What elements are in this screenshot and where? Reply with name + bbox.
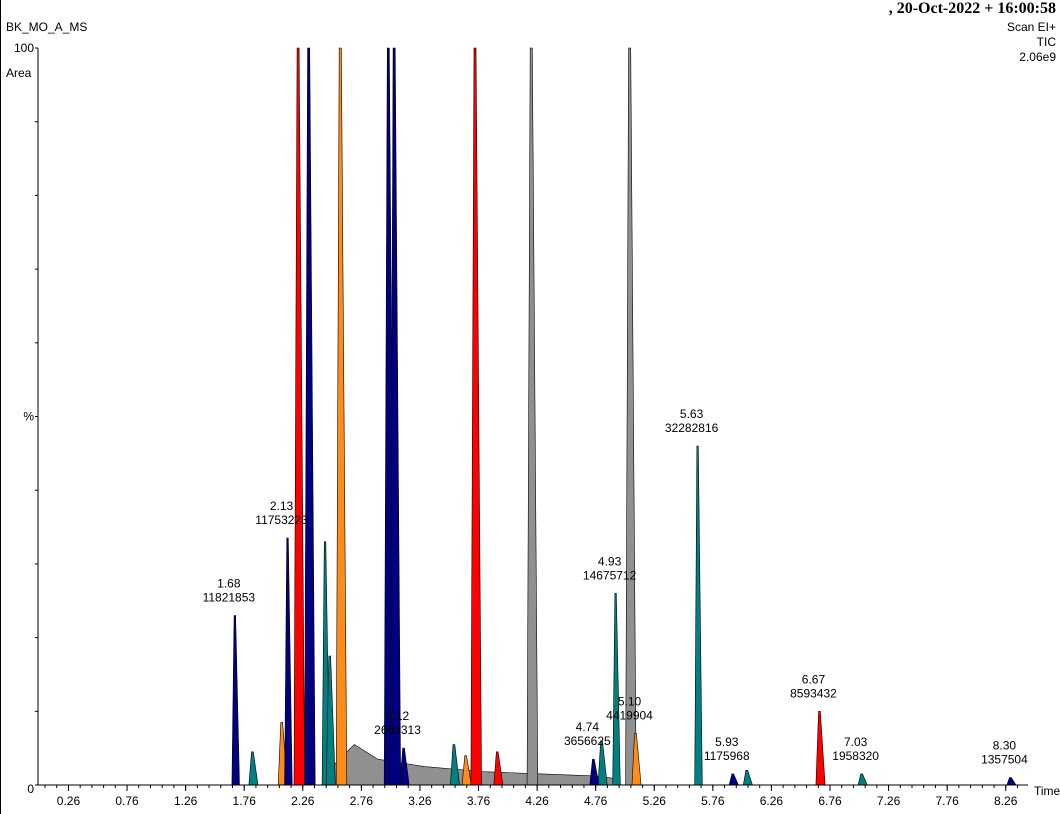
acquisition-datestamp: , 20-Oct-2022 + 16:00:58 (888, 0, 1056, 17)
x-axis-label: Time (1034, 784, 1060, 798)
x-tick-label: 4.76 (584, 794, 608, 808)
x-tick-label: 7.76 (935, 794, 959, 808)
peak-labeled-1.68 (231, 615, 240, 786)
peak-rt-label: 5.93 (715, 735, 739, 749)
x-tick-label: 2.26 (291, 794, 315, 808)
x-tick-label: 8.26 (994, 794, 1018, 808)
peak-8 (389, 47, 402, 786)
peak-labeled-5.63 (694, 445, 703, 786)
peak-labeled-2.13 (284, 537, 293, 786)
peak-rt-label: 4.93 (598, 554, 622, 568)
peak-labeled-4.74 (589, 758, 600, 786)
peak-labeled-4.93 (612, 593, 621, 786)
peak-area-label: 2603313 (374, 723, 421, 737)
x-tick-label: 6.26 (760, 794, 784, 808)
peak-16 (742, 770, 753, 786)
x-tick-label: 3.26 (408, 794, 432, 808)
peak-area-label: 1357504 (981, 753, 1028, 767)
peak-12 (493, 751, 504, 786)
window-left-border (0, 0, 1, 814)
intensity-scale: 2.06e9 (1019, 50, 1056, 64)
axes-layer: 100 0% 0.26 0.76 1.26 1.76 2.26 2.76 3.26 3.76 4.2… (14, 41, 1060, 808)
peak-15 (625, 47, 637, 786)
peak-rt-label: 6.67 (802, 672, 826, 686)
scan-mode: Scan EI+ (1006, 20, 1056, 34)
peak-6 (335, 47, 348, 786)
x-tick-label: 5.26 (643, 794, 667, 808)
x-tick-label: 4.26 (525, 794, 549, 808)
peak-area-label: 1175968 (704, 749, 750, 763)
peak-area-label: 1958320 (832, 749, 879, 763)
x-tick-label: 6.76 (818, 794, 842, 808)
peak-area-label: 11753223 (255, 513, 308, 527)
peak-2 (293, 47, 306, 786)
peak-3 (304, 47, 316, 786)
x-tick-label: 1.76 (233, 794, 257, 808)
peak-0 (248, 751, 259, 786)
peak-labeled-7.03 (857, 773, 868, 786)
peaks-layer (231, 47, 1017, 786)
peak-9 (450, 744, 460, 786)
x-tick-label: 0.76 (115, 794, 139, 808)
trace-type: TIC (1036, 35, 1056, 49)
x-tick-label: 1.26 (174, 794, 198, 808)
peak-11 (470, 47, 482, 786)
peak-area-label: 3656625 (564, 734, 611, 748)
y-tick-label-100: 100 (14, 41, 34, 55)
peak-labeled-8.30 (1006, 777, 1017, 786)
peak-rt-label: 3.12 (386, 709, 410, 723)
peak-area-label: 14675712 (583, 568, 637, 582)
peak-13 (526, 47, 539, 786)
peak-area-label: 11821853 (203, 590, 256, 604)
y-tick-label-0: 0 (27, 782, 34, 796)
peak-rt-label: 1.68 (217, 576, 241, 590)
x-tick-label: 3.76 (467, 794, 491, 808)
x-tick-label: 7.26 (877, 794, 901, 808)
y-axis-label: % (23, 410, 34, 424)
peak-area-label: 4419904 (606, 708, 653, 722)
peak-rt-label: 8.30 (993, 739, 1017, 753)
peak-rt-label: 4.74 (576, 720, 600, 734)
peak-labeled-6.67 (815, 711, 826, 786)
x-tick-label: 5.76 (701, 794, 725, 808)
sample-name: BK_MO_A_MS (6, 20, 88, 34)
peak-rt-label: 5.63 (680, 407, 704, 421)
peak-rt-label: 7.03 (844, 735, 868, 749)
peak-area-label: 8593432 (790, 686, 837, 700)
x-tick-label: 0.26 (57, 794, 81, 808)
x-tick-label: 2.76 (350, 794, 374, 808)
peak-rt-label: 2.13 (270, 499, 294, 513)
area-label: Area (6, 66, 32, 80)
peak-rt-label: 5.10 (618, 694, 642, 708)
peak-area-label: 32282816 (665, 421, 719, 435)
peak-labeled-5.93 (728, 773, 739, 786)
